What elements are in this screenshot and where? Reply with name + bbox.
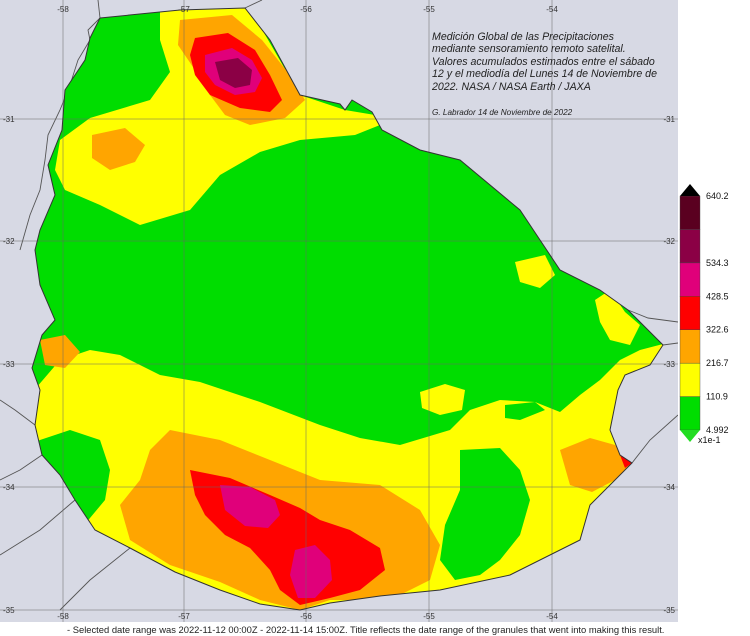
- colorbar-tick-label: 322.6: [706, 325, 729, 335]
- lon-tick-top: -56: [300, 5, 312, 14]
- lat-tick-right: -35: [663, 606, 675, 615]
- colorbar-segment: [679, 396, 701, 431]
- lon-tick-top: -55: [423, 5, 435, 14]
- lat-tick-left: -35: [3, 606, 15, 615]
- colorbar-tick-label: 640.2: [706, 191, 729, 201]
- lon-tick-bottom: -55: [423, 612, 435, 621]
- lat-tick-left: -33: [3, 360, 15, 369]
- colorbar-legend: 4.992 110.9 216.7 322.6 428.5 534.3 640.2 x1e-…: [679, 184, 729, 445]
- lat-tick-right: -32: [663, 237, 675, 246]
- precipitation-map: -58 -57 -56 -55 -54 -58 -57 -56 -55 -54 …: [0, 0, 678, 622]
- map-canvas: -58 -57 -56 -55 -54 -58 -57 -56 -55 -54 …: [0, 0, 678, 622]
- lat-tick-left: -34: [3, 483, 15, 492]
- title-line: 2022. NASA / NASA Earth / JAXA: [432, 80, 591, 93]
- colorbar-segments: [679, 195, 701, 431]
- lat-tick-right: -33: [663, 360, 675, 369]
- colorbar-segment: [679, 262, 701, 297]
- lon-tick-top: -54: [546, 5, 558, 14]
- lon-tick-bottom: -58: [57, 612, 69, 621]
- longitude-tick-labels: -58 -57 -56 -55 -54 -58 -57 -56 -55 -54: [57, 5, 558, 621]
- author-credit: G. Labrador 14 de Noviembre de 2022: [432, 108, 573, 117]
- graticule: [0, 0, 678, 622]
- colorbar-units-label: x1e-1: [698, 435, 721, 445]
- title-line: Valores acumulados estimados entre el sá…: [432, 55, 655, 68]
- colorbar-tick-label: 110.9: [706, 392, 728, 402]
- colorbar-tick-label: 216.7: [706, 358, 729, 368]
- colorbar-tick-label: 428.5: [706, 291, 729, 301]
- colorbar-tick-label: 4.992: [706, 425, 729, 435]
- title-line: 12 y el mediodía del Lunes 14 de Noviemb…: [432, 68, 657, 81]
- neighbor-borders: [0, 0, 678, 611]
- map-title: Medición Global de las Precipitaciones m…: [432, 31, 672, 93]
- footer-note: - Selected date range was 2022-11-12 00:…: [67, 624, 665, 635]
- level-534-zone: [215, 58, 252, 88]
- colorbar-min-arrow: [680, 430, 700, 442]
- lon-tick-top: -58: [57, 5, 69, 14]
- colorbar-segment: [679, 329, 701, 364]
- lon-tick-bottom: -54: [546, 612, 558, 621]
- colorbar-segment: [679, 362, 701, 397]
- colorbar-segment: [679, 296, 701, 330]
- lat-tick-right: -34: [663, 483, 675, 492]
- colorbar-labels: 4.992 110.9 216.7 322.6 428.5 534.3 640.2: [706, 191, 729, 435]
- lon-tick-bottom: -56: [300, 612, 312, 621]
- lon-tick-top: -57: [178, 5, 190, 14]
- colorbar-segment: [679, 195, 701, 230]
- lon-tick-bottom: -57: [178, 612, 190, 621]
- title-line: mediante sensoramiento remoto satelital.: [432, 43, 626, 56]
- title-line: Medición Global de las Precipitaciones: [432, 31, 614, 43]
- latitude-tick-labels: -31 -32 -33 -34 -35 -31 -32 -33 -34 -35: [3, 115, 676, 615]
- lat-tick-right: -31: [663, 115, 675, 124]
- lat-tick-left: -31: [3, 115, 15, 124]
- colorbar-tick-label: 534.3: [706, 258, 729, 268]
- precipitation-field: [32, 8, 663, 610]
- lat-tick-left: -32: [3, 237, 15, 246]
- colorbar-max-arrow: [680, 184, 700, 196]
- colorbar-segment: [679, 229, 701, 264]
